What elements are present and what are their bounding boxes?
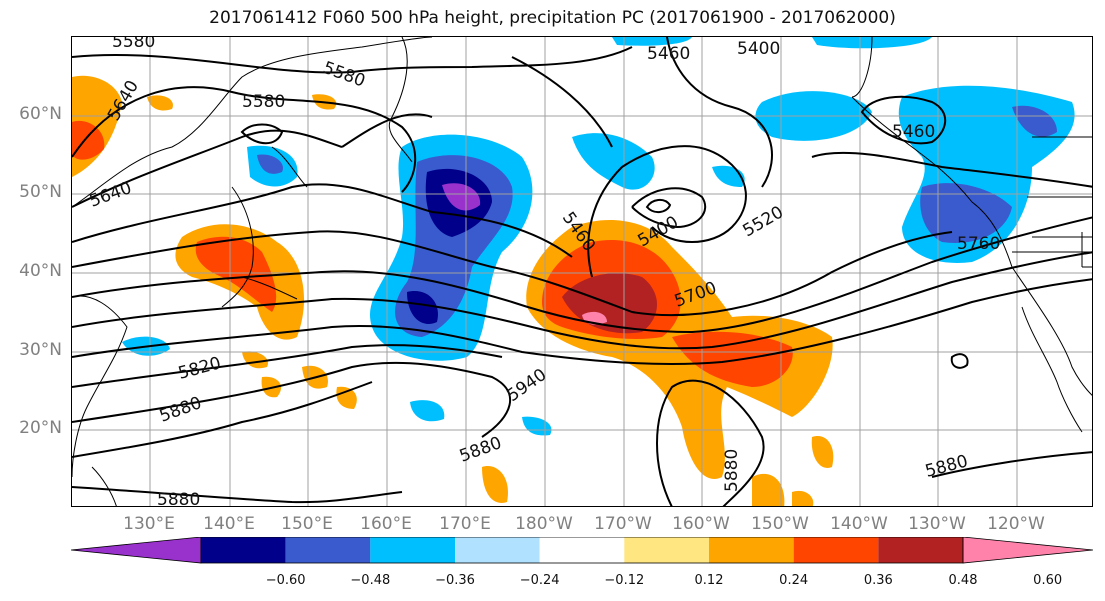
lon-label: 130°E [123,514,175,534]
lat-label: 30°N [19,340,62,360]
lon-label: 150°E [281,514,333,534]
colorbar-tick-label: 0.24 [779,573,809,588]
colorbar-tick-label: 0.60 [1033,573,1063,588]
contour-label: 5880 [722,449,742,492]
colorbar-swatch [539,537,625,563]
height-contours [72,37,1092,506]
colorbar-tick-label: 0.36 [863,573,893,588]
contour-label: 5820 [176,353,223,384]
contour-label: 5880 [157,490,200,507]
lat-label: 50°N [19,182,62,202]
lon-label: 150°W [751,514,809,534]
contour-label: 5580 [112,37,155,52]
positive-anomaly-region [752,473,785,506]
graticule [72,37,1092,506]
colorbar [70,536,1094,569]
colorbar-swatches [70,536,1094,564]
colorbar-swatch [285,537,371,563]
colorbar-tick-label: −0.60 [265,573,306,588]
negative-anomaly-region [572,133,655,190]
contour-label: 5760 [957,234,1000,254]
contour-label: 5640 [87,178,134,212]
lon-label: 120°W [987,514,1045,534]
coastlines [72,37,1092,506]
negative-anomaly-region [257,154,283,174]
contour-label: 5880 [457,433,504,467]
positive-anomaly-region [811,436,834,468]
lon-label: 170°W [594,514,652,534]
colorbar-swatch [455,537,540,563]
colorbar-min-extension [70,536,202,564]
contour-label: 5580 [242,92,285,112]
map-panel: 5580 5640 5580 5580 5460 5400 5640 5460 … [71,36,1093,507]
lon-label: 160°E [360,514,412,534]
contour-label: 5580 [320,58,367,92]
colorbar-swatch [793,537,879,563]
lon-label: 130°W [908,514,966,534]
contour-label: 5460 [892,122,935,142]
negative-anomaly-region [1012,105,1057,137]
map-canvas: 5580 5640 5580 5580 5460 5400 5640 5460 … [72,37,1092,507]
contour-label: 5880 [923,451,970,482]
contour-label: 5460 [647,44,690,64]
negative-anomaly-region [410,400,445,422]
negative-anomaly-region [407,291,438,324]
colorbar-max-extension [962,536,1094,564]
map-title: 2017061412 F060 500 hPa height, precipit… [209,8,896,28]
positive-anomaly-region [242,351,268,369]
colorbar-swatch [709,537,794,563]
contour-label: 5940 [503,365,550,406]
lon-label: 180°W [515,514,573,534]
positive-anomaly-region [195,236,277,312]
colorbar-swatch [624,537,709,563]
negative-anomaly-region [522,416,552,436]
lon-label: 170°E [439,514,491,534]
colorbar-tick-label: −0.36 [435,573,475,588]
colorbar-tick-label: −0.48 [350,573,391,588]
negative-anomaly-region [612,37,692,46]
lon-label: 140°E [203,514,255,534]
positive-anomaly-region [792,490,814,506]
colorbar-tick-label: −0.12 [604,573,645,588]
colorbar-swatch [370,537,455,563]
lat-label: 20°N [19,418,62,438]
contour-label: 5400 [737,39,780,59]
contour-label: 5520 [740,202,787,241]
lat-label: 40°N [19,261,62,281]
negative-anomaly-region [442,183,481,211]
colorbar-swatch [201,537,286,563]
lon-label: 140°W [830,514,888,534]
negative-anomaly-region [920,183,1012,243]
colorbar-tick-label: 0.12 [694,573,724,588]
positive-anomaly-region [482,466,508,503]
lat-label: 60°N [19,104,62,124]
colorbar-swatch [878,537,963,563]
precip-shading [72,37,1075,506]
positive-anomaly-region [72,120,105,160]
positive-anomaly-region [147,95,173,111]
colorbar-tick-label: −0.24 [519,573,560,588]
colorbar-tick-label: 0.48 [948,573,978,588]
contour-label: 5880 [157,393,204,427]
positive-anomaly-region [336,386,357,409]
lon-label: 160°W [672,514,730,534]
